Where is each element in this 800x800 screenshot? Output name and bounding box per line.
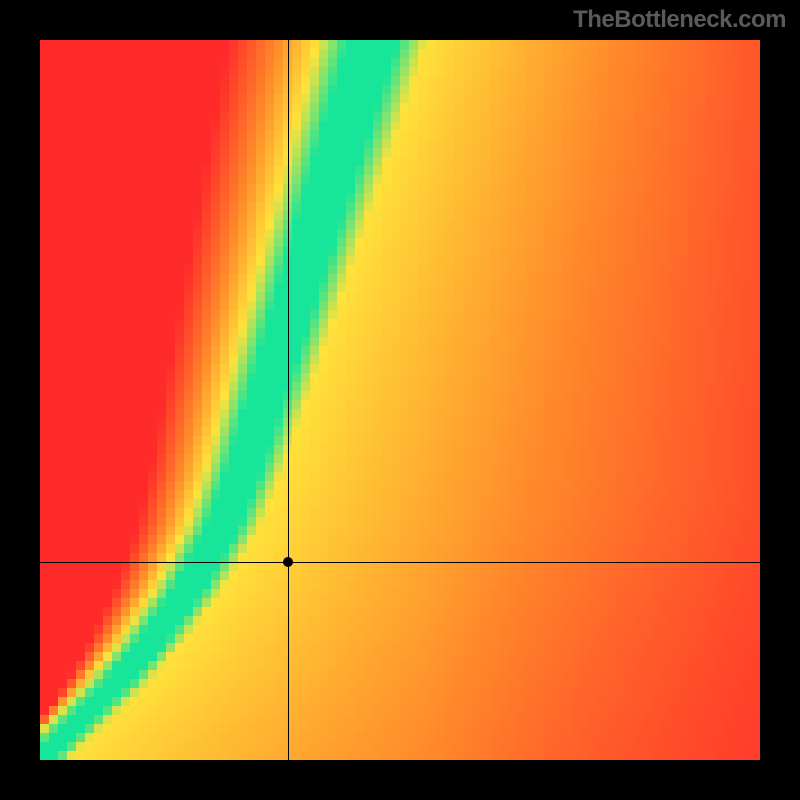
heatmap-canvas [40, 40, 760, 760]
crosshair-vertical [288, 40, 289, 760]
crosshair-horizontal [40, 562, 760, 563]
plot-area [40, 40, 760, 760]
attribution-label: TheBottleneck.com [573, 6, 786, 34]
chart-container: TheBottleneck.com [0, 0, 800, 800]
